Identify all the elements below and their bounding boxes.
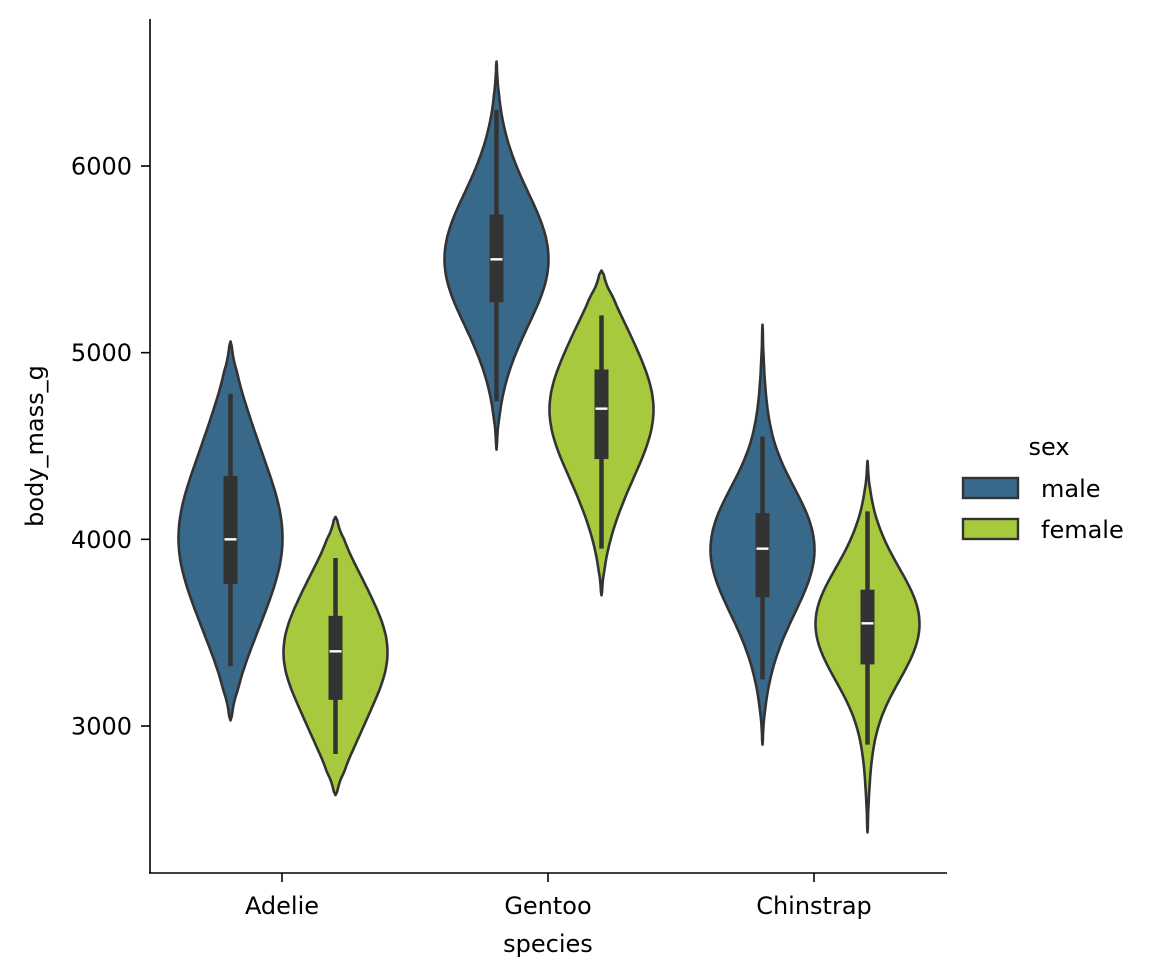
x-axis-label: species (503, 930, 593, 958)
legend-label-female: female (1041, 516, 1124, 544)
axes-layer (149, 19, 947, 874)
legend: sex male female (961, 433, 1124, 544)
violins-layer (177, 60, 921, 834)
x-tick-label: Chinstrap (756, 892, 872, 920)
iqr-box-female-chinstrap (860, 589, 875, 665)
x-tick-label: Adelie (245, 892, 319, 920)
x-tick-label: Gentoo (504, 892, 591, 920)
y-tick-label: 4000 (71, 526, 132, 554)
y-tick-label: 5000 (71, 339, 132, 367)
y-ticks: 3000 4000 5000 6000 (71, 153, 150, 741)
legend-items: male female (961, 475, 1124, 544)
legend-swatch-male (961, 476, 1020, 500)
legend-title: sex (1028, 433, 1069, 461)
iqr-box-female-gentoo (594, 369, 609, 460)
iqr-box-male-adelie (223, 475, 238, 585)
y-tick-label: 6000 (71, 153, 132, 181)
y-axis-label: body_mass_g (21, 365, 49, 527)
y-tick-label: 3000 (71, 713, 132, 741)
x-ticks: Adelie Gentoo Chinstrap (245, 873, 872, 920)
iqr-box-female-adelie (328, 615, 343, 700)
iqr-box-male-chinstrap (755, 513, 770, 598)
legend-label-male: male (1041, 475, 1101, 503)
legend-swatch-female (961, 517, 1020, 541)
